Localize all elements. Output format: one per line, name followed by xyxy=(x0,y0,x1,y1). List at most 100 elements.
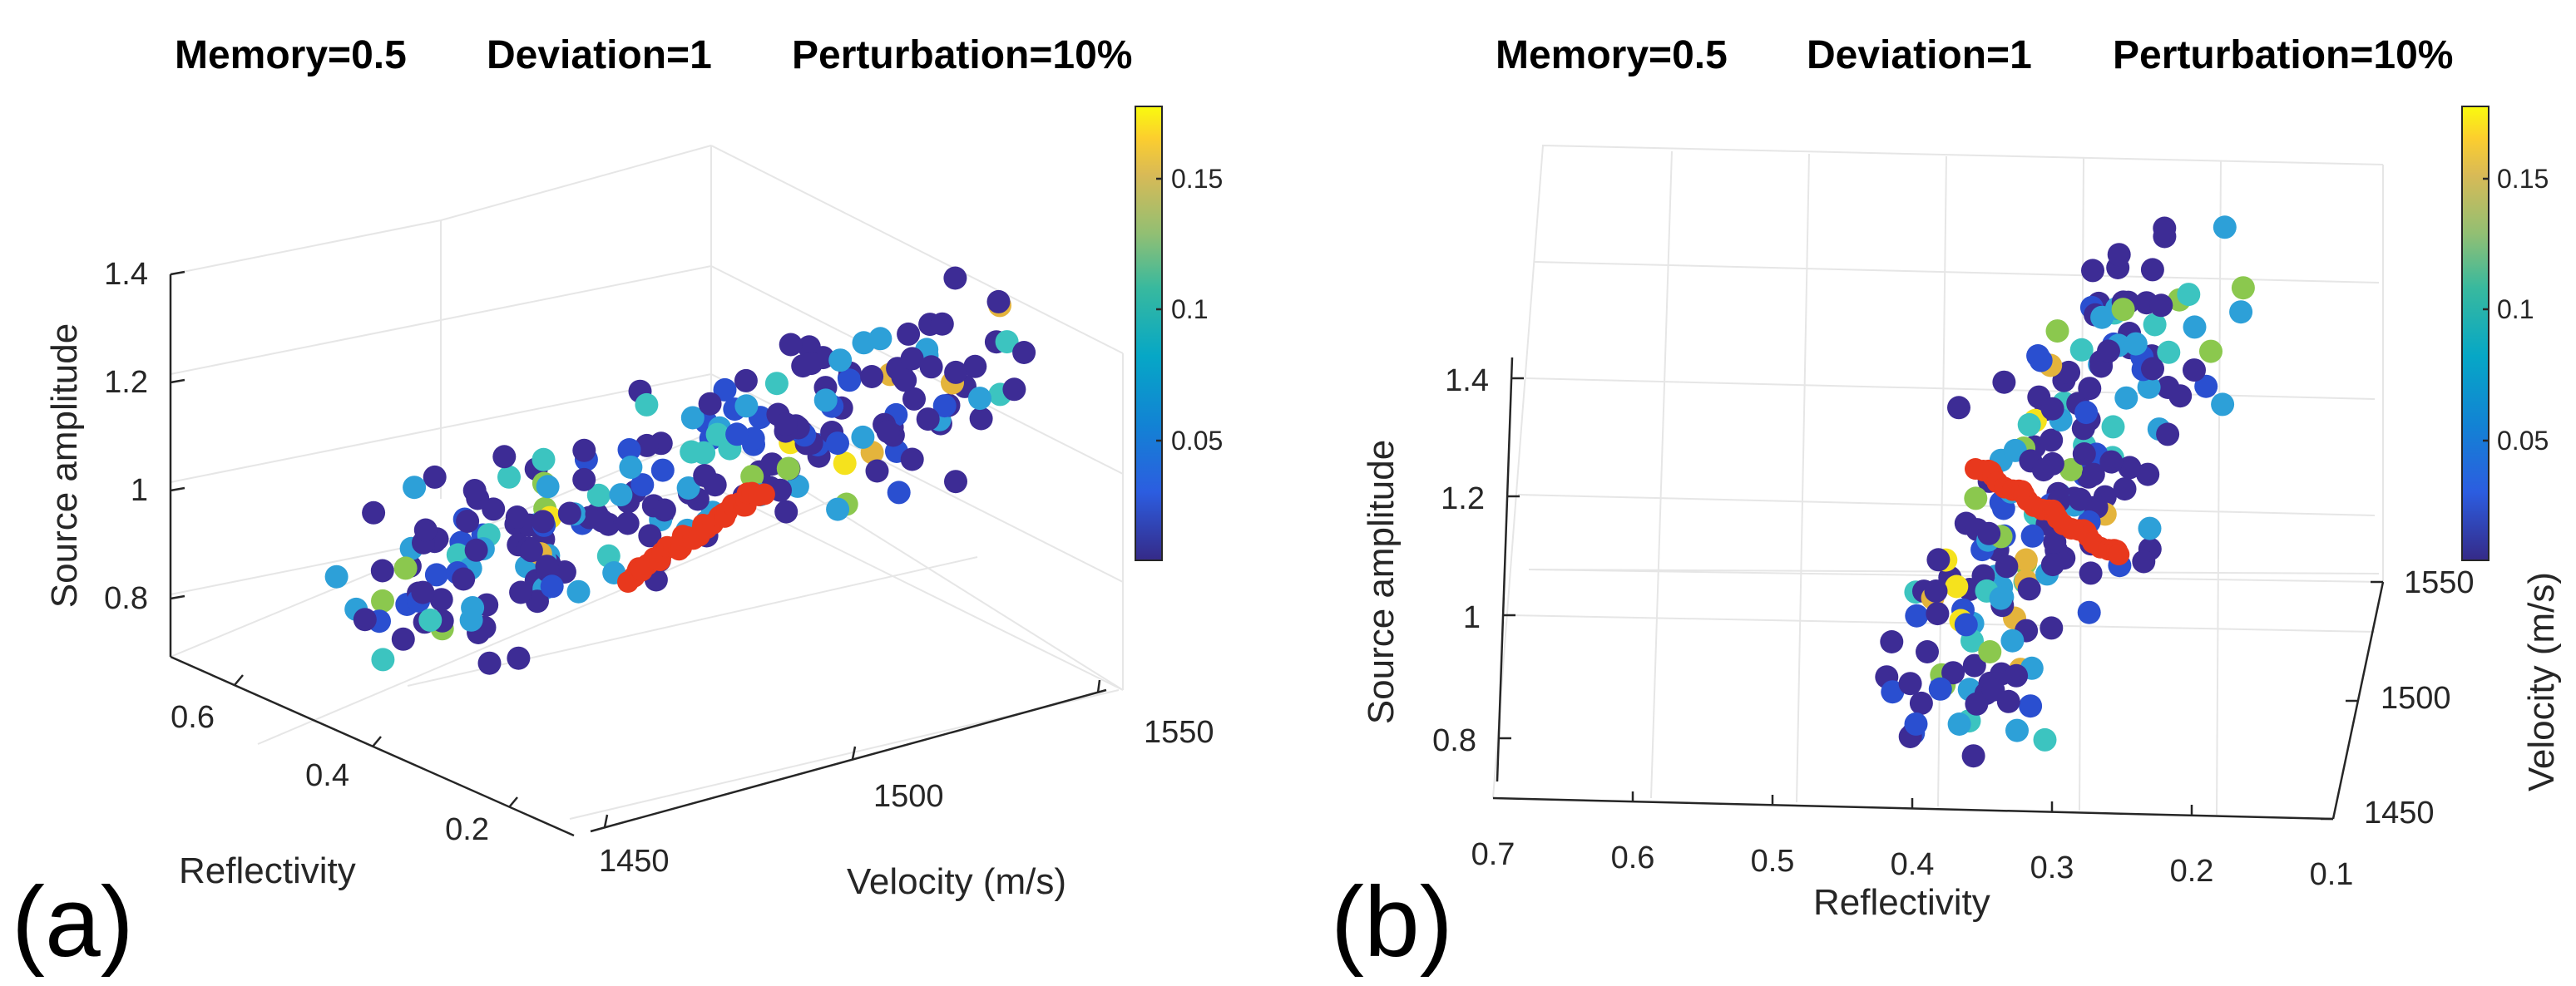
scatter-point xyxy=(2078,377,2102,401)
scatter-point xyxy=(1992,370,2016,394)
scatter-point xyxy=(774,412,798,436)
scatter-point xyxy=(1961,744,1985,768)
panel-b-z-tick: 0.8 xyxy=(1432,723,1476,758)
panel-a-xlabel: Velocity (m/s) xyxy=(847,861,1066,902)
scatter-point xyxy=(2005,718,2029,742)
scatter-point xyxy=(371,648,395,672)
scatter-point xyxy=(2231,276,2255,300)
scatter-point xyxy=(2153,216,2177,240)
panel-a-y-tick: 0.2 xyxy=(445,812,489,847)
scatter-point xyxy=(609,483,633,507)
scatter-point xyxy=(828,348,853,372)
panel-b-title-perturbation: Perturbation=10% xyxy=(2113,33,2453,77)
scatter-point xyxy=(619,456,643,479)
scatter-point xyxy=(362,500,386,525)
scatter-point xyxy=(652,498,676,522)
scatter-point xyxy=(2081,259,2104,283)
panel-a-ylabel: Reflectivity xyxy=(179,850,356,891)
panel-a-colorbar-tick: 0.05 xyxy=(1171,426,1223,456)
panel-b-x-tick: 0.7 xyxy=(1471,837,1515,872)
scatter-point xyxy=(1964,486,1988,510)
trajectory-point xyxy=(753,483,775,505)
scatter-point xyxy=(944,470,967,494)
scatter-point xyxy=(1881,680,1905,704)
scatter-point xyxy=(2118,456,2142,480)
scatter-point xyxy=(630,473,655,497)
scatter-point xyxy=(2097,339,2120,363)
scatter-point xyxy=(2040,616,2064,640)
scatter-point xyxy=(391,627,415,651)
scatter-point xyxy=(698,392,722,416)
scatter-point xyxy=(477,651,502,675)
scatter-point xyxy=(2090,305,2114,329)
scatter-point xyxy=(897,322,921,346)
scatter-point xyxy=(2183,315,2207,339)
scatter-point xyxy=(838,368,862,392)
scatter-point xyxy=(353,608,377,632)
panel-a-colorbar-tick: 0.1 xyxy=(1171,294,1208,324)
scatter-point xyxy=(2014,548,2038,572)
scatter-point xyxy=(713,377,737,402)
panel-a-y-tick: 0.6 xyxy=(171,700,215,735)
scatter-point xyxy=(464,538,488,562)
scatter-point xyxy=(1947,712,1971,736)
panel-a-label: (a) xyxy=(12,866,134,978)
scatter-point xyxy=(1002,377,1026,402)
scatter-point xyxy=(1947,396,1970,420)
scatter-point xyxy=(919,355,943,379)
scatter-point xyxy=(393,556,418,580)
scatter-point xyxy=(459,608,483,632)
scatter-point xyxy=(2040,553,2064,577)
scatter-point xyxy=(2101,415,2125,439)
scatter-point xyxy=(1989,586,2013,610)
scatter-point xyxy=(650,458,675,482)
scatter-point xyxy=(2057,360,2081,384)
panel-b-label: (b) xyxy=(1331,866,1453,978)
scatter-point xyxy=(2177,283,2201,307)
panel-a-colorbar-tick: 0.15 xyxy=(1171,164,1223,194)
panel-a-title-perturbation: Perturbation=10% xyxy=(792,33,1132,77)
panel-a-title-deviation: Deviation=1 xyxy=(487,33,712,77)
panel-b-x-tick: 0.6 xyxy=(1611,841,1655,875)
scatter-point xyxy=(2229,300,2253,324)
panel-a-z-tick: 1.2 xyxy=(104,365,148,400)
panel-b-x-tick: 0.4 xyxy=(1891,847,1935,882)
scatter-point xyxy=(2045,319,2069,343)
scatter-point xyxy=(1909,691,1933,715)
scatter-point xyxy=(586,483,611,507)
scatter-point xyxy=(462,479,487,502)
panel-a-ticks xyxy=(170,270,1101,828)
scatter-point xyxy=(833,451,857,476)
scatter-point xyxy=(2074,401,2099,425)
scatter-point xyxy=(2079,561,2103,585)
scatter-point xyxy=(2081,462,2105,486)
scatter-point xyxy=(2099,450,2124,474)
scatter-point xyxy=(2059,458,2083,481)
scatter-point xyxy=(591,509,614,533)
scatter-point xyxy=(566,579,591,604)
scatter-point xyxy=(1954,613,1978,637)
panel-a-z-tick: 1 xyxy=(131,473,148,508)
panel-a-x-tick: 1450 xyxy=(599,844,670,879)
scatter-point xyxy=(932,394,957,418)
scatter-point xyxy=(2069,338,2094,362)
scatter-point xyxy=(2017,412,2041,436)
scatter-point xyxy=(1916,640,1939,663)
scatter-point xyxy=(826,497,850,521)
scatter-point xyxy=(540,574,564,599)
panel-b-x-axis xyxy=(1492,796,2334,821)
scatter-point xyxy=(2141,357,2164,381)
panel-a-z-tick: 1.4 xyxy=(104,257,148,292)
scatter-point xyxy=(916,407,940,431)
scatter-point xyxy=(851,425,875,449)
scatter-point xyxy=(887,481,911,505)
scatter-point xyxy=(930,312,954,336)
scatter-point xyxy=(774,500,799,524)
panel-a-x-tick: 1550 xyxy=(1144,715,1214,750)
scatter-point xyxy=(740,465,764,489)
scatter-point xyxy=(1898,672,1922,696)
panel-a-title-memory: Memory=0.5 xyxy=(175,33,407,77)
scatter-point xyxy=(826,431,849,456)
scatter-point xyxy=(370,559,394,583)
